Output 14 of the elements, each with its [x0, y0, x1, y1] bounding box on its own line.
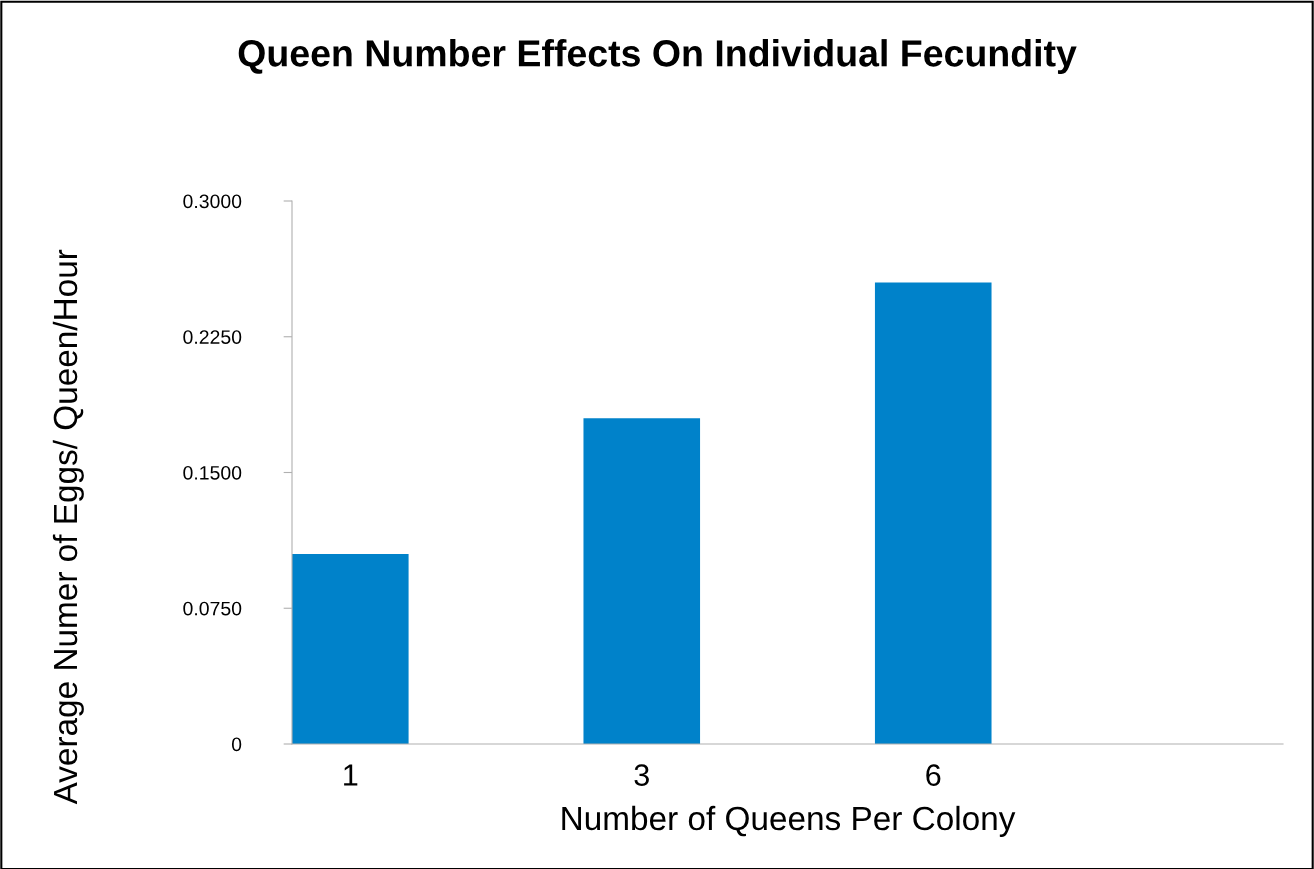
bar: [583, 418, 701, 744]
chart-title: Queen Number Effects On Individual Fecundity: [238, 39, 1077, 75]
x-tick-label: 3: [634, 764, 649, 786]
x-axis-title: Number of Queens Per Colony: [562, 805, 1016, 837]
y-tick-label: 0.0750: [183, 601, 242, 616]
y-tick-label: 0: [231, 737, 242, 752]
y-axis-title: Average Numer of Eggs/ Queen/Hour: [52, 249, 84, 805]
bar: [874, 282, 992, 744]
y-tick-label: 0.2250: [183, 330, 242, 344]
y-tick-label: 0.3000: [183, 194, 242, 209]
x-tick-label: 6: [926, 764, 941, 786]
x-tick-label: 1: [344, 764, 358, 786]
y-tick-label: 0.1500: [183, 465, 242, 480]
bar: [292, 553, 409, 744]
